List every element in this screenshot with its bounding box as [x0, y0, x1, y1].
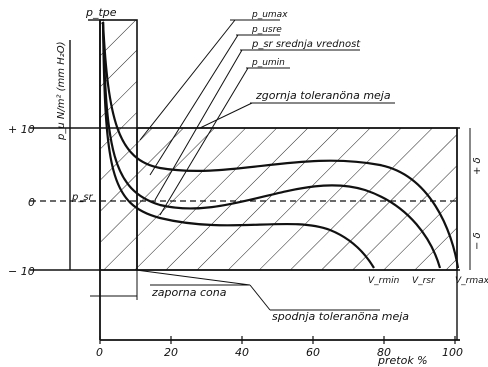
tol-plus-label: + δ	[472, 157, 483, 175]
x-axis-label: pretok %	[377, 354, 428, 367]
minus10-label: − 10	[8, 265, 35, 278]
curve-p-min	[101, 21, 375, 269]
x-tick-20: 20	[164, 346, 178, 359]
x-tick-100: 100	[442, 346, 463, 359]
leader-lines	[90, 19, 395, 311]
dead-zone-label: zaporna cona	[151, 286, 227, 299]
x-ticks	[99, 336, 456, 344]
plus10-label: + 10	[8, 123, 35, 136]
x-tick-0: 0	[96, 346, 103, 359]
zero-label: 0	[28, 196, 35, 209]
v-min-label: V_rmin	[368, 276, 400, 286]
p-nominal-label: p_sr	[71, 192, 94, 203]
curve-max-label: p_umax	[251, 10, 288, 20]
curve-min-label: p_umin	[251, 58, 285, 68]
tol-minus-label: − δ	[472, 232, 483, 250]
upper-tolerance-label: zgornja toleranöna meja	[255, 89, 391, 102]
v-sre-label: V_rsr	[412, 276, 436, 286]
x-tick-60: 60	[306, 346, 320, 359]
tolerance-band-hatch	[136, 127, 458, 271]
curve-mid-label: p_sr srednja vrednost	[251, 39, 361, 50]
curve-sre-label: p_usre	[251, 25, 282, 35]
p-max-label: p_tpe	[85, 6, 117, 19]
v-max-label: V_rmax	[455, 276, 488, 286]
y-axis-label: p_u N/m² (mm H₂O)	[56, 41, 67, 141]
x-tick-80: 80	[377, 346, 391, 359]
x-tick-40: 40	[235, 346, 249, 359]
curve-p-max	[101, 21, 460, 269]
curve-p-mid	[101, 21, 442, 269]
lower-tolerance-label: spodnja toleranöna meja	[272, 310, 409, 323]
